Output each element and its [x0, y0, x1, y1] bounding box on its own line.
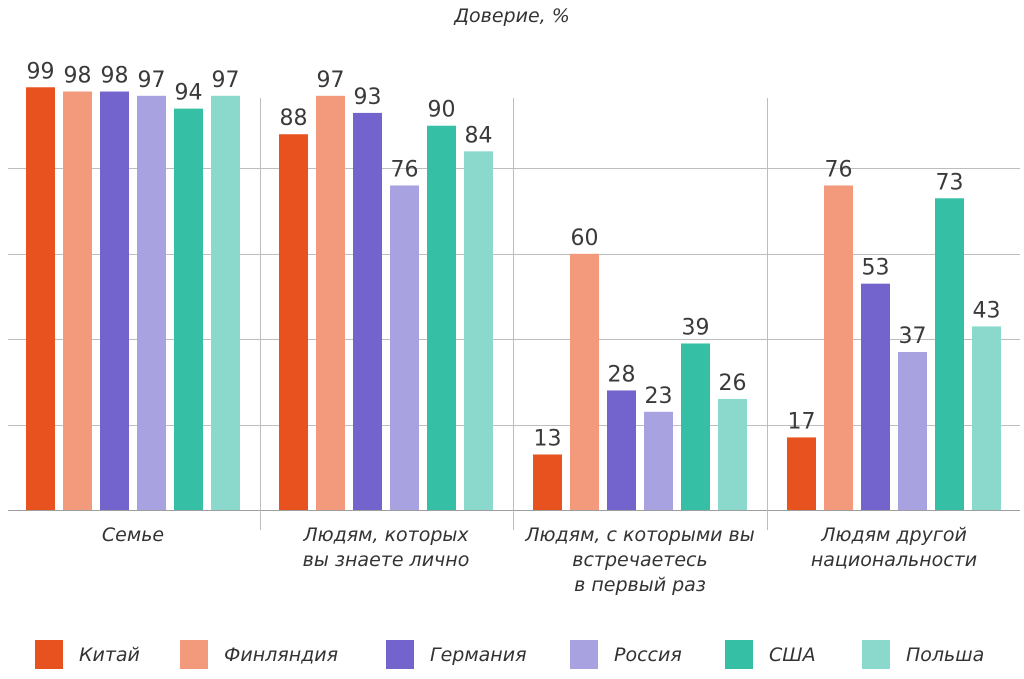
value-label: 88: [280, 106, 308, 131]
value-label: 97: [138, 68, 166, 93]
value-label: 73: [936, 170, 964, 195]
value-label: 23: [645, 384, 673, 409]
value-label: 28: [608, 362, 636, 387]
value-label: 37: [899, 324, 927, 349]
bar: [644, 411, 673, 510]
category-label: Семье: [102, 524, 164, 546]
bar: [533, 454, 562, 510]
category-label: в первый раз: [574, 574, 706, 596]
legend-swatch: [180, 640, 208, 669]
value-label: 17: [788, 409, 816, 434]
value-label: 99: [27, 59, 55, 84]
legend-swatch: [862, 640, 890, 669]
legend-swatch: [35, 640, 63, 669]
category-label: встречаетесь: [572, 549, 707, 571]
value-label: 84: [465, 123, 493, 148]
bar: [861, 283, 890, 510]
value-label: 97: [317, 68, 345, 93]
value-label: 53: [862, 256, 890, 281]
value-label: 13: [534, 426, 562, 451]
bar: [353, 112, 382, 510]
bar: [681, 343, 710, 510]
category-label: Людям другой: [820, 524, 967, 546]
legend-swatch: [725, 640, 753, 669]
bar: [787, 437, 816, 510]
bar: [607, 390, 636, 510]
bar: [972, 326, 1001, 510]
legend: Китай Финляндия Германия Россия США Польша: [35, 640, 984, 669]
category-label: вы знаете лично: [303, 549, 470, 571]
bar: [316, 95, 345, 510]
legend-label: Германия: [430, 644, 527, 666]
legend-label: Польша: [906, 644, 984, 666]
legend-swatch: [570, 640, 598, 669]
bar: [427, 125, 456, 510]
value-label: 98: [101, 64, 129, 89]
y-axis-title: Доверие, %: [453, 5, 570, 27]
value-label: 76: [825, 157, 853, 182]
bar: [137, 95, 166, 510]
value-label: 97: [212, 68, 240, 93]
value-label: 76: [391, 157, 419, 182]
value-label: 60: [571, 226, 599, 251]
group-separators: [260, 98, 768, 530]
value-labels: 99 98 98 97 94 97 88 97 93 76 90 84 13 60 28 23 39 26 17 76…: [27, 59, 1001, 451]
bar: [935, 198, 964, 511]
legend-label: Китай: [79, 644, 140, 666]
bar: [26, 87, 55, 511]
bar: [824, 185, 853, 511]
legend-label: США: [769, 644, 816, 666]
bar: [718, 398, 747, 510]
category-labels: Семье Людям, которых вы знаете лично Людям,…: [102, 524, 977, 596]
category-label: Людям, с которыми вы: [524, 524, 755, 546]
value-label: 43: [973, 298, 1001, 323]
category-label: национальности: [811, 549, 977, 571]
bar: [570, 253, 599, 511]
bar: [898, 352, 927, 510]
value-label: 93: [354, 85, 382, 110]
bars: [26, 87, 1001, 511]
value-label: 26: [719, 371, 747, 396]
value-label: 39: [682, 315, 710, 340]
bar: [174, 108, 203, 511]
category-label: Людям, которых: [302, 524, 469, 546]
legend-label: Россия: [614, 644, 682, 666]
value-label: 98: [64, 64, 92, 89]
bar: [100, 91, 129, 510]
value-label: 94: [175, 81, 203, 106]
bar: [464, 151, 493, 510]
bar: [211, 95, 240, 510]
bar: [63, 91, 92, 510]
bar: [390, 185, 419, 511]
bar: [279, 134, 308, 511]
value-label: 90: [428, 98, 456, 123]
legend-label: Финляндия: [224, 644, 338, 666]
legend-swatch: [386, 640, 414, 669]
